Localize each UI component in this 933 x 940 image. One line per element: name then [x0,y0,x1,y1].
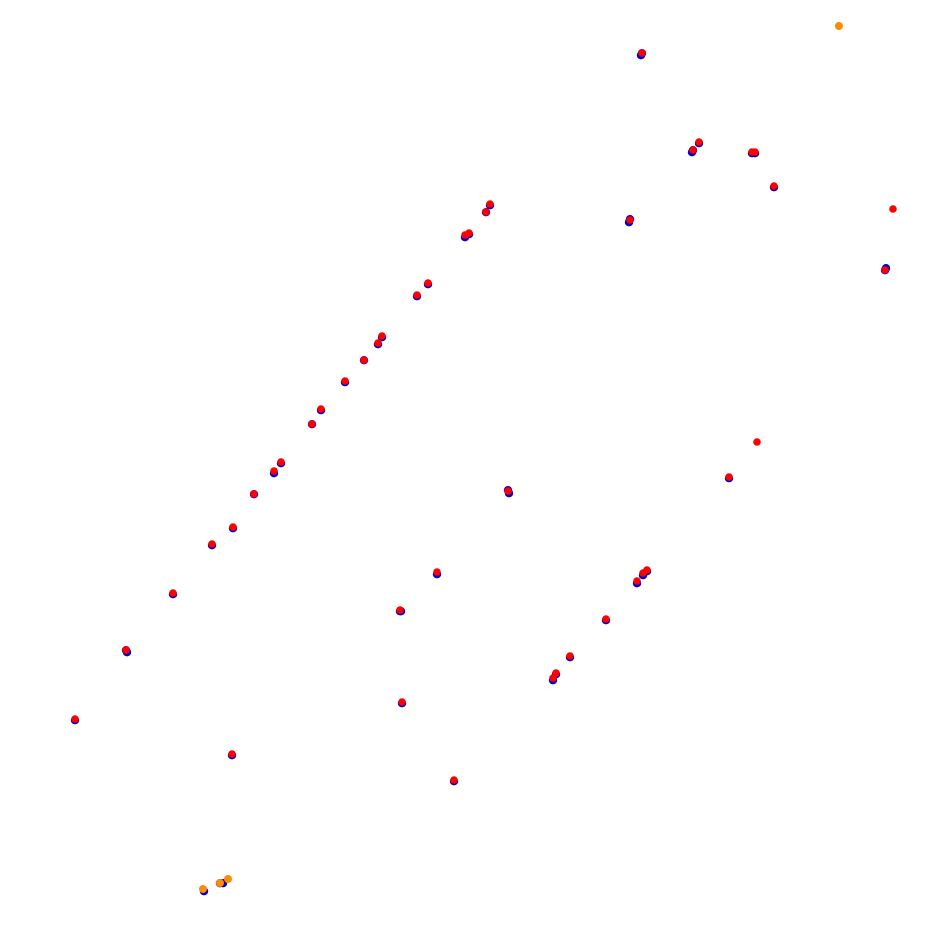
data-point [639,569,647,577]
data-point [770,182,778,190]
data-point [208,540,216,548]
data-point [396,606,404,614]
data-point [482,208,490,216]
data-point [889,205,897,213]
data-point [638,49,646,57]
data-point [881,266,889,274]
data-point [689,146,697,154]
data-point [424,279,432,287]
data-point [71,715,79,723]
data-point [341,377,349,385]
data-point [504,487,512,495]
data-point [398,698,406,706]
data-point [835,22,843,30]
series-3 [71,49,897,784]
data-point [224,875,232,883]
data-point [360,356,368,364]
data-point [549,674,557,682]
data-point [465,229,473,237]
series-2 [199,22,843,893]
data-point [250,490,258,498]
data-point [229,523,237,531]
data-point [277,458,285,466]
data-point [216,879,224,887]
data-point [695,138,703,146]
data-point [317,405,325,413]
data-point [751,148,759,156]
data-point [450,776,458,784]
data-marks [70,22,897,896]
data-point [602,615,610,623]
data-point [753,438,761,446]
data-point [566,652,574,660]
data-point [122,646,130,654]
data-point [633,577,641,585]
data-point [270,467,278,475]
data-point [486,200,494,208]
data-point [725,473,733,481]
data-point [169,589,177,597]
data-point [308,420,316,428]
data-point [374,339,382,347]
data-point [626,216,634,224]
data-point [378,332,386,340]
data-point [199,885,207,893]
data-point [413,291,421,299]
data-point [433,568,441,576]
data-point [228,750,236,758]
